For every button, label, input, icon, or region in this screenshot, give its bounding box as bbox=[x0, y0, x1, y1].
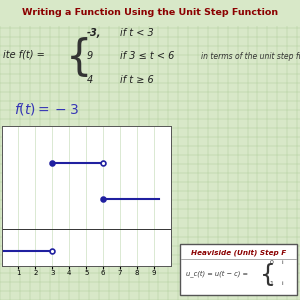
Text: 4: 4 bbox=[87, 75, 93, 85]
Text: {: { bbox=[260, 262, 276, 286]
Text: {: { bbox=[66, 37, 92, 79]
FancyBboxPatch shape bbox=[180, 244, 297, 295]
Text: if t ≥ 6: if t ≥ 6 bbox=[120, 75, 154, 85]
Text: -3,: -3, bbox=[87, 28, 101, 38]
Text: $\mathit{f}(\mathit{t}) = -3$: $\mathit{f}(\mathit{t}) = -3$ bbox=[14, 101, 79, 117]
Text: 1    i: 1 i bbox=[270, 281, 283, 286]
Text: if t < 3: if t < 3 bbox=[120, 28, 154, 38]
Text: if 3 ≤ t < 6: if 3 ≤ t < 6 bbox=[120, 52, 174, 61]
Text: u_c(t) = u(t − c) =: u_c(t) = u(t − c) = bbox=[186, 270, 248, 277]
Text: in terms of the unit step fun: in terms of the unit step fun bbox=[201, 52, 300, 61]
Text: Heaviside (Unit) Step F: Heaviside (Unit) Step F bbox=[191, 249, 286, 256]
Text: 0    i: 0 i bbox=[270, 260, 283, 265]
Text: ite f(t) =: ite f(t) = bbox=[3, 50, 48, 59]
Text: Writing a Function Using the Unit Step Function: Writing a Function Using the Unit Step F… bbox=[22, 8, 278, 17]
Text: 9: 9 bbox=[87, 52, 93, 61]
